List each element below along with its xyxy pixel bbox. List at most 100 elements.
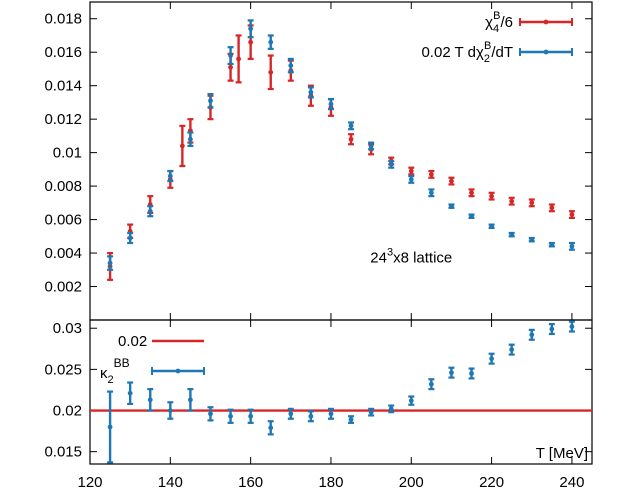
xtick-label: 240 [559, 474, 584, 491]
bottom-ytick-label: 0.02 [53, 403, 82, 420]
dchi2-series-point [569, 243, 575, 249]
top-ytick-label: 0.006 [44, 212, 82, 229]
chi4-series-point [509, 198, 515, 204]
dchi2-series-point [167, 173, 173, 179]
chi4-series-point [268, 69, 274, 75]
kappa2-series-point [107, 424, 113, 430]
annotation-base: 24 [370, 249, 387, 266]
chi4-series-point [408, 168, 414, 174]
kappa2-series-point [449, 370, 454, 376]
dchi2-series-point [368, 143, 374, 149]
dchi2-series-point [288, 63, 294, 68]
kappa2-series-point [388, 406, 394, 412]
dchi2-series-point [408, 177, 414, 182]
top-ytick-label: 0.012 [44, 111, 82, 128]
legend-sub: 2 [484, 53, 490, 65]
dchi2-series-point [268, 39, 274, 45]
kappa2-series-point [569, 324, 575, 329]
top-ytick-label: 0.014 [44, 78, 82, 95]
chi4-series-point [449, 178, 454, 184]
legend-kappa2-label: κ2BB [100, 356, 130, 386]
dchi2-series-point [228, 53, 233, 58]
dchi2-series-point [469, 213, 474, 219]
xtick-label: 220 [479, 474, 504, 491]
kappa2-series-point [268, 425, 274, 431]
chi4-series-point [348, 136, 354, 142]
legend-marker [543, 19, 549, 25]
xtick-label: 160 [238, 474, 263, 491]
kappa2-series-point [127, 390, 133, 396]
kappa2-series-point [167, 408, 173, 413]
legend-sup: B [493, 10, 500, 22]
dchi2-series-point [127, 235, 133, 241]
chi4-series-point [179, 143, 185, 149]
kappa2-series-point [549, 326, 555, 332]
chi4-series-point [549, 205, 555, 211]
x-axis-label: T [MeV] [536, 445, 588, 462]
kappa2-series-point [428, 381, 434, 387]
dchi2-series-point [489, 223, 494, 229]
lattice-annotation: 243x8 lattice [370, 246, 452, 266]
chi4-series-point [489, 193, 494, 199]
xtick-label: 200 [399, 474, 424, 491]
kappa2-series-point [469, 371, 474, 376]
top-ytick-label: 0.016 [44, 44, 82, 61]
kappa2-series-point [328, 411, 334, 417]
dchi2-series-point [428, 190, 434, 196]
xtick-label: 180 [318, 474, 343, 491]
xtick-label: 120 [77, 474, 102, 491]
chi4-series-point [569, 212, 575, 217]
legend-rest: /dT [491, 44, 513, 61]
bottom-ytick-label: 0.015 [44, 444, 82, 461]
xtick-label: 140 [158, 474, 183, 491]
kappa2-series-point [248, 413, 254, 419]
chi4-series-point [248, 39, 254, 45]
dchi2-series-point [188, 136, 193, 142]
kappa2-series-point [529, 332, 535, 338]
legend-dchi2-label: 0.02 T dχ2B/dT [421, 40, 513, 65]
legend-reference-label: 0.02 [118, 333, 147, 350]
dchi2-series-point [107, 260, 113, 266]
legend-sup: BB [114, 356, 130, 370]
legend-rest: /6 [500, 14, 513, 31]
kappa2-series-point [188, 397, 193, 403]
legend-pre: 0.02 T d [421, 44, 476, 61]
kappa2-series-point [308, 413, 314, 419]
dchi2-series-point [208, 98, 213, 104]
legend-main: χ [476, 44, 484, 61]
legend-chi4-label: χ4B/6 [485, 10, 513, 35]
chi4-series-point [236, 56, 241, 62]
top-ytick-label: 0.004 [44, 245, 82, 262]
kappa2-series-point [509, 347, 515, 353]
kappa2-series-point [348, 417, 354, 422]
bottom-panel-frame [89, 319, 593, 465]
bottom-ytick-label: 0.025 [44, 361, 82, 378]
dchi2-series-point [248, 26, 254, 32]
chi4-series-point [469, 190, 474, 196]
chi4-series-point [228, 64, 233, 70]
legend-kappa2-marker [175, 368, 181, 374]
top-ytick-label: 0.008 [44, 178, 82, 195]
legend-marker [543, 49, 549, 55]
kappa2-series-point [147, 397, 153, 403]
dchi2-series-point [308, 89, 314, 95]
kappa2-series-point [208, 411, 213, 417]
kappa2-series-point [489, 356, 494, 362]
kappa2-series-point [228, 413, 233, 419]
kappa2-series-point [368, 409, 374, 415]
top-panel-frame [89, 1, 593, 321]
chi4-series-point [428, 171, 434, 177]
legend-main: χ [485, 14, 493, 31]
dchi2-series-point [328, 101, 334, 107]
bottom-ytick-label: 0.03 [53, 320, 82, 337]
dchi2-series-point [529, 237, 535, 243]
top-ytick-label: 0.018 [44, 11, 82, 28]
dchi2-series-point [388, 161, 394, 167]
legend-sub: 4 [493, 23, 499, 35]
kappa2-series-point [408, 398, 414, 404]
legend-main: κ [100, 365, 108, 382]
top-ytick-label: 0.002 [44, 279, 82, 296]
dchi2-series-point [449, 203, 454, 209]
chi4-series-point [529, 200, 535, 206]
